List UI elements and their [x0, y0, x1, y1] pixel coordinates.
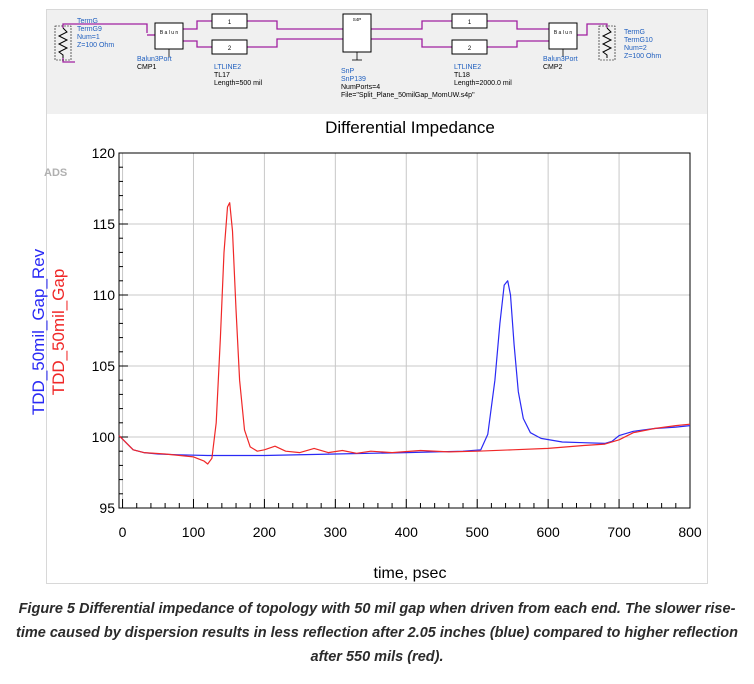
x-tick-label: 0	[119, 524, 127, 540]
balun-left-label: Balun3Port	[137, 56, 172, 63]
balun-right-label: Balun3Port	[543, 56, 578, 63]
snp-file: File="Split_Plane_50milGap_MomUW.s4p"	[341, 92, 475, 99]
schematic-panel: TermG TermG9 Num=1 Z=100 Ohm B a l u n B…	[47, 10, 707, 114]
series-line-red	[118, 202, 691, 465]
x-tick-label: 100	[182, 524, 206, 540]
term-right-num: Num=2	[624, 45, 647, 52]
term-left-symbol[interactable]	[54, 25, 72, 61]
wire-balun-left-p1	[183, 20, 212, 30]
ads-watermark: ADS	[44, 167, 67, 179]
balun-left-name: CMP1	[137, 64, 157, 71]
y-tick-label: 115	[93, 216, 116, 232]
chart-title: Differential Impedance	[325, 118, 495, 137]
x-tick-label: 500	[466, 524, 490, 540]
tl-right-pin1: 1	[468, 20, 472, 26]
y-tick-label: 105	[92, 358, 116, 374]
tl-left-name: TL17	[214, 72, 230, 79]
wire-balun-left-p2	[183, 40, 212, 48]
wire-term-left-bottom	[62, 58, 75, 63]
balun-left-box-text: B a l u n	[160, 30, 179, 36]
plot-area	[118, 152, 691, 509]
x-tick-label: 400	[395, 524, 419, 540]
term-left-z: Z=100 Ohm	[77, 42, 114, 49]
tl-left-pin2: 2	[228, 46, 232, 52]
tl-right-pin2: 2	[468, 46, 472, 52]
schematic-drawing: TermG TermG9 Num=1 Z=100 Ohm B a l u n B…	[54, 13, 661, 99]
term-left-label: TermG	[77, 18, 98, 25]
chart-grid	[119, 153, 690, 508]
snp-label: SnP	[341, 68, 355, 75]
x-tick-label: 200	[253, 524, 277, 540]
term-left-name: TermG9	[77, 26, 102, 33]
tl-left-label: LTLINE2	[214, 64, 241, 71]
y-tick-label: 100	[92, 429, 116, 445]
caption-line-3: after 550 mils (red).	[310, 649, 444, 665]
y-axis-label-red: TDD_50mil_Gap	[49, 269, 68, 396]
wire-balun-right-term	[577, 23, 608, 36]
y-tick-label: 120	[92, 145, 116, 161]
wire-tl-right-balun2	[487, 40, 549, 48]
x-tick-label: 600	[536, 524, 560, 540]
tl-right-symbol[interactable]	[451, 13, 488, 55]
tl-right-label: LTLINE2	[454, 64, 481, 71]
wire-tl-left-snp2	[247, 38, 343, 48]
term-right-name: TermG10	[624, 37, 653, 44]
term-right-label: TermG	[624, 29, 645, 36]
series-layer	[118, 202, 691, 465]
x-tick-label: 300	[324, 524, 348, 540]
wire-tl-right-balun1	[487, 20, 549, 30]
y-tick-label: 110	[93, 287, 116, 303]
tl-left-symbol[interactable]	[211, 13, 248, 55]
term-right-z: Z=100 Ohm	[624, 53, 661, 60]
caption-line-2: time caused by dispersion results in les…	[16, 625, 738, 641]
wire-snp-tl-right1	[371, 20, 452, 30]
balun-left-symbol[interactable]: B a l u n	[154, 22, 184, 57]
y-axis-label-blue: TDD_50mil_Gap_Rev	[29, 248, 48, 415]
tl-right-length: Length=2000.0 mil	[454, 80, 512, 87]
caption-line-1: Figure 5 Differential impedance of topol…	[18, 601, 736, 617]
axis-ticks	[119, 152, 691, 509]
snp-symbol[interactable]: S4P	[342, 13, 372, 61]
tl-right-name: TL18	[454, 72, 470, 79]
term-right-symbol[interactable]	[598, 25, 616, 61]
series-line-blue	[118, 280, 691, 457]
tl-left-pin1: 1	[228, 20, 232, 26]
snp-ports: NumPorts=4	[341, 84, 380, 91]
x-tick-label: 700	[607, 524, 631, 540]
term-left-num: Num=1	[77, 34, 100, 41]
snp-name: SnP139	[341, 76, 366, 83]
tick-labels: 0 100 200 300 400 500 600 700 800 95 100 105 110 115 1…	[92, 145, 702, 540]
y-tick-label: 95	[99, 500, 115, 516]
balun-right-box-text: B a l u n	[554, 30, 573, 36]
wire-snp-tl-right2	[371, 38, 452, 48]
wire-tl-left-snp1	[247, 20, 343, 30]
balun-right-name: CMP2	[543, 64, 563, 71]
balun-right-symbol[interactable]: B a l u n	[548, 22, 578, 57]
schematic-wires	[62, 20, 608, 63]
x-tick-label: 800	[678, 524, 702, 540]
tl-left-length: Length=500 mil	[214, 80, 263, 87]
snp-box-text: S4P	[353, 17, 362, 22]
x-axis-label: time, psec	[374, 565, 447, 582]
